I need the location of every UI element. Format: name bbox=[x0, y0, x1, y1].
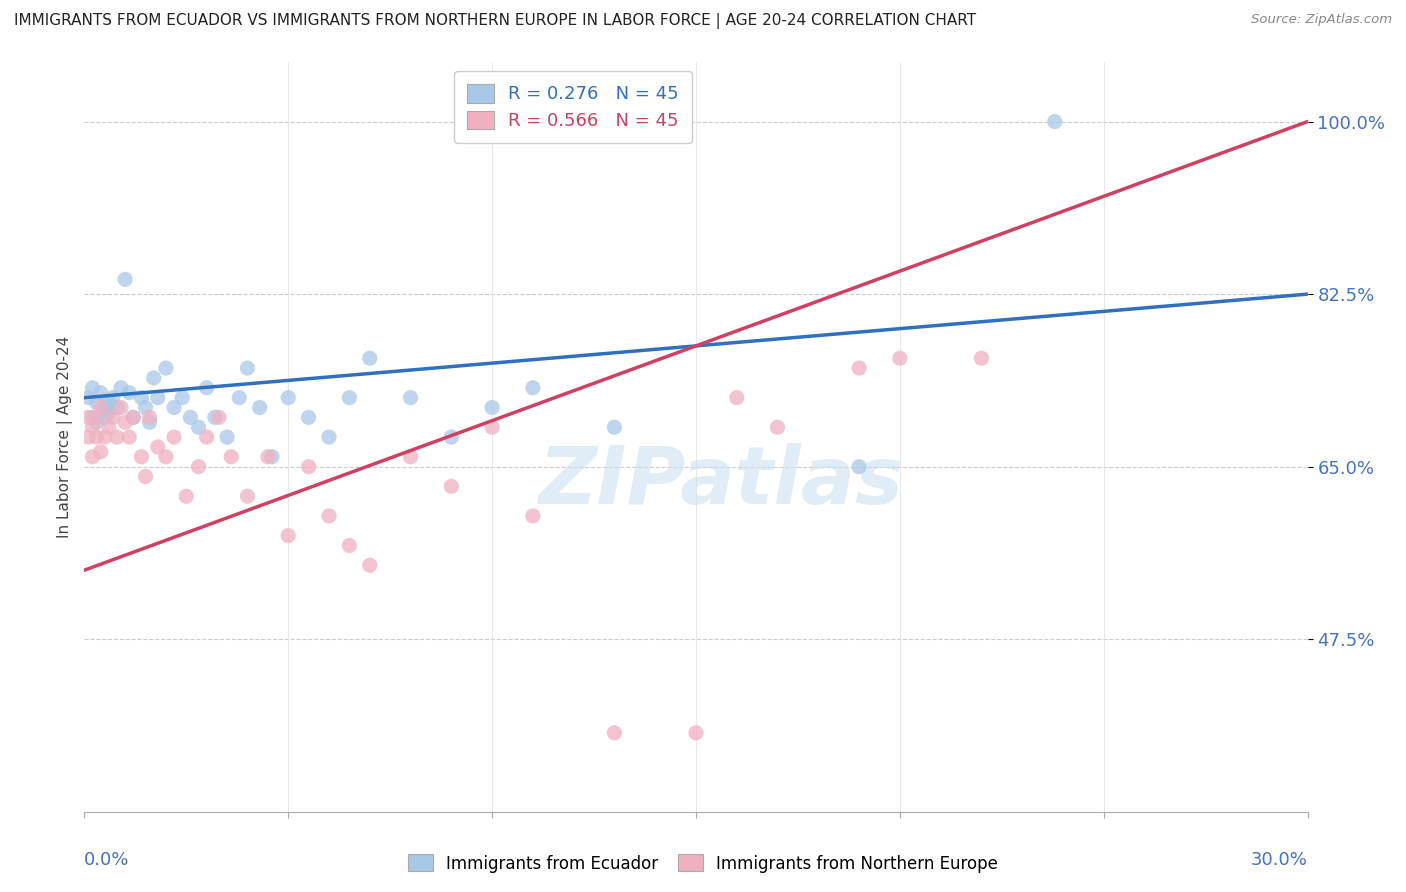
Point bbox=[163, 401, 186, 415]
Point bbox=[208, 410, 231, 425]
Point bbox=[228, 391, 250, 405]
Y-axis label: In Labor Force | Age 20-24: In Labor Force | Age 20-24 bbox=[58, 336, 73, 538]
Point bbox=[118, 385, 141, 400]
Point bbox=[440, 430, 463, 444]
Point bbox=[522, 381, 544, 395]
Point bbox=[82, 450, 104, 464]
Point bbox=[522, 508, 544, 523]
Point bbox=[77, 391, 100, 405]
Point bbox=[359, 558, 381, 573]
Point bbox=[172, 391, 194, 405]
Point bbox=[135, 401, 157, 415]
Point bbox=[481, 420, 503, 434]
Point bbox=[217, 430, 239, 444]
Point bbox=[110, 401, 132, 415]
Point bbox=[97, 405, 120, 419]
Point bbox=[399, 450, 422, 464]
Point bbox=[155, 361, 177, 376]
Point bbox=[97, 420, 120, 434]
Point bbox=[1043, 114, 1066, 128]
Point bbox=[970, 351, 993, 366]
Point bbox=[90, 385, 112, 400]
Point bbox=[163, 430, 186, 444]
Point bbox=[359, 351, 381, 366]
Point bbox=[82, 381, 104, 395]
Point bbox=[93, 401, 115, 415]
Point bbox=[114, 272, 136, 286]
Point bbox=[114, 415, 136, 429]
Point bbox=[195, 381, 218, 395]
Point bbox=[339, 539, 361, 553]
Point bbox=[889, 351, 911, 366]
Point bbox=[93, 430, 115, 444]
Point bbox=[138, 410, 160, 425]
Point bbox=[298, 459, 321, 474]
Point bbox=[195, 430, 218, 444]
Point bbox=[277, 391, 299, 405]
Point bbox=[110, 381, 132, 395]
Point bbox=[86, 430, 108, 444]
Point bbox=[848, 361, 870, 376]
Point bbox=[138, 415, 160, 429]
Point bbox=[146, 391, 169, 405]
Point bbox=[86, 395, 108, 409]
Point bbox=[179, 410, 201, 425]
Point bbox=[86, 415, 108, 429]
Point bbox=[249, 401, 271, 415]
Point bbox=[603, 726, 626, 740]
Point bbox=[260, 450, 283, 464]
Point bbox=[298, 410, 321, 425]
Point bbox=[766, 420, 789, 434]
Point bbox=[725, 391, 748, 405]
Point bbox=[101, 410, 124, 425]
Point bbox=[339, 391, 361, 405]
Point bbox=[277, 529, 299, 543]
Point bbox=[82, 410, 104, 425]
Point bbox=[481, 401, 503, 415]
Point bbox=[77, 410, 100, 425]
Point bbox=[603, 420, 626, 434]
Point bbox=[848, 459, 870, 474]
Point bbox=[131, 450, 153, 464]
Point bbox=[685, 726, 707, 740]
Point bbox=[318, 508, 340, 523]
Point bbox=[236, 361, 259, 376]
Point bbox=[86, 410, 108, 425]
Point bbox=[97, 395, 120, 409]
Point bbox=[257, 450, 280, 464]
Point bbox=[236, 489, 259, 503]
Legend: R = 0.276   N = 45, R = 0.566   N = 45: R = 0.276 N = 45, R = 0.566 N = 45 bbox=[454, 71, 692, 143]
Text: 0.0%: 0.0% bbox=[84, 851, 129, 869]
Text: Source: ZipAtlas.com: Source: ZipAtlas.com bbox=[1251, 13, 1392, 27]
Point bbox=[93, 410, 115, 425]
Legend: Immigrants from Ecuador, Immigrants from Northern Europe: Immigrants from Ecuador, Immigrants from… bbox=[401, 847, 1005, 880]
Point bbox=[187, 459, 209, 474]
Text: 30.0%: 30.0% bbox=[1251, 851, 1308, 869]
Point bbox=[318, 430, 340, 444]
Point bbox=[142, 371, 165, 385]
Point bbox=[77, 430, 100, 444]
Point bbox=[105, 430, 128, 444]
Point bbox=[131, 391, 153, 405]
Point bbox=[219, 450, 242, 464]
Point bbox=[204, 410, 226, 425]
Point bbox=[155, 450, 177, 464]
Point bbox=[82, 420, 104, 434]
Point bbox=[146, 440, 169, 454]
Point bbox=[105, 401, 128, 415]
Point bbox=[187, 420, 209, 434]
Point bbox=[101, 391, 124, 405]
Text: ZIPatlas: ZIPatlas bbox=[538, 443, 903, 521]
Point bbox=[174, 489, 197, 503]
Point bbox=[440, 479, 463, 493]
Point bbox=[135, 469, 157, 483]
Point bbox=[118, 430, 141, 444]
Point bbox=[90, 401, 112, 415]
Point bbox=[122, 410, 145, 425]
Point bbox=[90, 445, 112, 459]
Text: IMMIGRANTS FROM ECUADOR VS IMMIGRANTS FROM NORTHERN EUROPE IN LABOR FORCE | AGE : IMMIGRANTS FROM ECUADOR VS IMMIGRANTS FR… bbox=[14, 13, 976, 29]
Point bbox=[399, 391, 422, 405]
Point bbox=[122, 410, 145, 425]
